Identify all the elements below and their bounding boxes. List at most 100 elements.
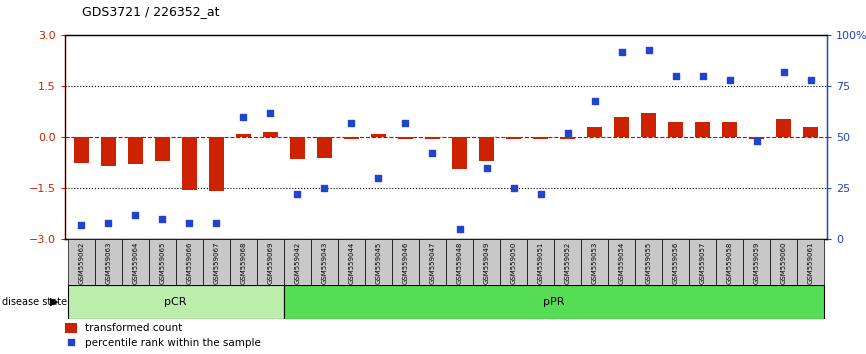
Bar bbox=[236, 135, 251, 137]
Bar bbox=[533, 137, 548, 139]
Point bbox=[533, 191, 547, 197]
Text: GSM559050: GSM559050 bbox=[511, 241, 516, 284]
Bar bbox=[608, 239, 635, 285]
Text: GSM559064: GSM559064 bbox=[132, 241, 139, 284]
Point bbox=[588, 98, 602, 103]
Bar bbox=[662, 239, 689, 285]
Point bbox=[263, 110, 277, 116]
Bar bbox=[338, 239, 365, 285]
Bar bbox=[344, 137, 359, 139]
Bar bbox=[689, 239, 716, 285]
Text: GSM559054: GSM559054 bbox=[618, 241, 624, 284]
Point bbox=[560, 130, 574, 136]
Point bbox=[290, 191, 304, 197]
Bar bbox=[122, 239, 149, 285]
Text: GSM559069: GSM559069 bbox=[268, 241, 274, 284]
Text: GSM559044: GSM559044 bbox=[348, 241, 354, 284]
Bar bbox=[722, 122, 737, 137]
Bar bbox=[419, 239, 446, 285]
Bar bbox=[641, 113, 656, 137]
Text: GSM559051: GSM559051 bbox=[538, 241, 544, 284]
Point bbox=[398, 120, 412, 126]
Bar bbox=[635, 239, 662, 285]
Point bbox=[345, 120, 359, 126]
Point bbox=[723, 78, 737, 83]
Bar bbox=[317, 137, 332, 158]
Point bbox=[64, 340, 78, 346]
Bar bbox=[257, 239, 284, 285]
Bar bbox=[749, 137, 764, 139]
Text: GSM559060: GSM559060 bbox=[781, 241, 787, 284]
Point bbox=[128, 212, 142, 217]
Point bbox=[425, 151, 439, 156]
Text: GSM559066: GSM559066 bbox=[186, 241, 192, 284]
Bar bbox=[695, 122, 710, 137]
Bar bbox=[446, 239, 473, 285]
Text: GSM559068: GSM559068 bbox=[240, 241, 246, 284]
Bar bbox=[263, 132, 278, 137]
Point bbox=[642, 47, 656, 52]
Text: pPR: pPR bbox=[543, 297, 565, 307]
Bar bbox=[182, 137, 197, 190]
Bar bbox=[614, 117, 629, 137]
Bar bbox=[128, 137, 143, 164]
Text: GSM559059: GSM559059 bbox=[753, 241, 759, 284]
Bar bbox=[798, 239, 824, 285]
Bar bbox=[527, 239, 554, 285]
Point bbox=[236, 114, 250, 120]
Bar bbox=[770, 239, 798, 285]
Text: GSM559048: GSM559048 bbox=[456, 241, 462, 284]
Bar bbox=[398, 137, 413, 139]
Bar bbox=[290, 137, 305, 159]
Text: GSM559063: GSM559063 bbox=[105, 241, 111, 284]
Bar bbox=[479, 137, 494, 161]
Text: GDS3721 / 226352_at: GDS3721 / 226352_at bbox=[82, 5, 220, 18]
Text: percentile rank within the sample: percentile rank within the sample bbox=[85, 338, 261, 348]
Text: GSM559065: GSM559065 bbox=[159, 241, 165, 284]
Text: GSM559057: GSM559057 bbox=[700, 241, 706, 284]
Bar bbox=[284, 239, 311, 285]
Bar bbox=[587, 127, 602, 137]
Point bbox=[318, 185, 332, 191]
Bar bbox=[669, 122, 683, 137]
Bar bbox=[776, 119, 792, 137]
Bar bbox=[311, 239, 338, 285]
Point bbox=[453, 226, 467, 232]
Text: GSM559049: GSM559049 bbox=[483, 241, 489, 284]
Bar bbox=[65, 323, 77, 333]
Point bbox=[750, 138, 764, 144]
Text: GSM559046: GSM559046 bbox=[403, 241, 409, 284]
Text: GSM559058: GSM559058 bbox=[727, 241, 733, 284]
Bar bbox=[149, 239, 176, 285]
Text: GSM559052: GSM559052 bbox=[565, 241, 571, 284]
Text: GSM559062: GSM559062 bbox=[78, 241, 84, 284]
Bar bbox=[176, 239, 203, 285]
Bar bbox=[100, 137, 116, 166]
Text: disease state: disease state bbox=[2, 297, 67, 307]
Bar bbox=[506, 137, 521, 139]
Bar bbox=[94, 239, 122, 285]
Text: GSM559056: GSM559056 bbox=[673, 241, 679, 284]
Bar bbox=[560, 137, 575, 139]
Point bbox=[480, 165, 494, 171]
Bar bbox=[500, 239, 527, 285]
Bar bbox=[743, 239, 770, 285]
Point bbox=[615, 49, 629, 55]
Bar bbox=[229, 239, 257, 285]
Point bbox=[210, 220, 223, 225]
Text: GSM559067: GSM559067 bbox=[213, 241, 219, 284]
Bar bbox=[155, 137, 170, 161]
Point bbox=[155, 216, 169, 222]
Bar bbox=[209, 137, 223, 192]
Text: GSM559047: GSM559047 bbox=[430, 241, 436, 284]
Bar bbox=[68, 239, 94, 285]
Point bbox=[695, 73, 709, 79]
Point bbox=[804, 78, 818, 83]
Text: pCR: pCR bbox=[165, 297, 187, 307]
Bar bbox=[716, 239, 743, 285]
Bar bbox=[392, 239, 419, 285]
Bar bbox=[365, 239, 392, 285]
Bar bbox=[371, 134, 386, 137]
Bar bbox=[804, 127, 818, 137]
Point bbox=[183, 220, 197, 225]
